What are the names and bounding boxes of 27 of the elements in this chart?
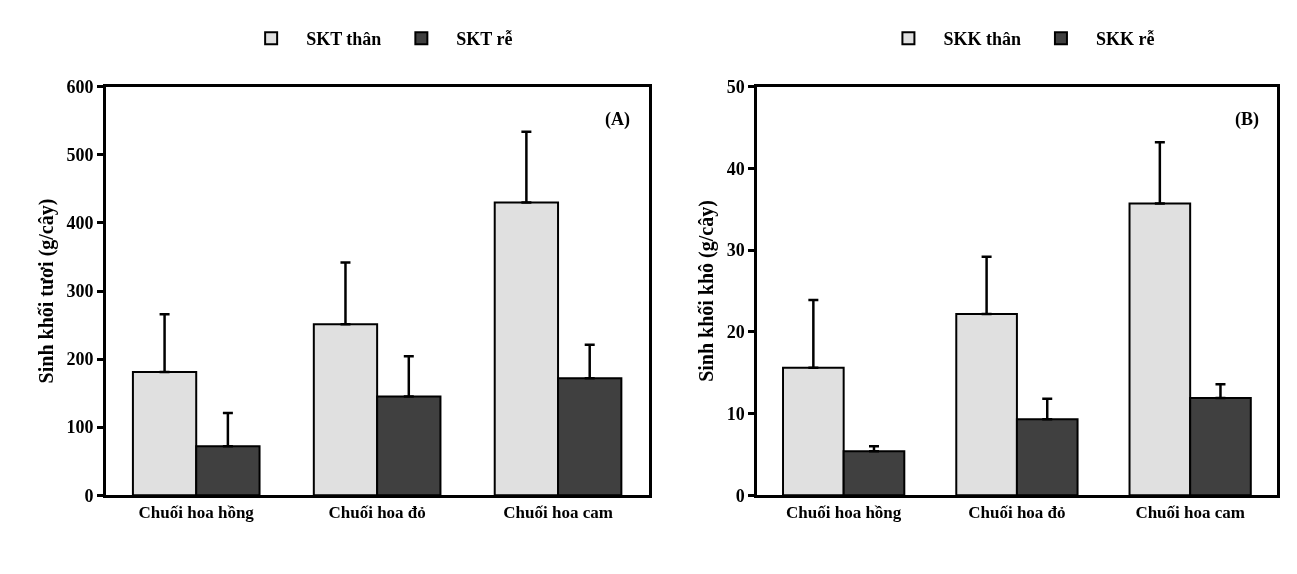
y-tick-label: 20 [726, 322, 745, 343]
y-tick-label: 30 [726, 240, 745, 261]
legend-label: SKT thân [306, 29, 382, 50]
legend-label: SKK thân [943, 29, 1021, 50]
x-tick-label: Chuối hoa đỏ [968, 503, 1066, 523]
y-tick-label: 10 [726, 403, 745, 424]
y-tick-label: 400 [66, 213, 94, 234]
y-tick-label: 200 [66, 349, 94, 370]
annotation: (B) [1235, 109, 1259, 130]
x-tick-label: Chuối hoa hồng [786, 503, 902, 523]
y-axis-title: Sinh khối tươi (g/cây) [34, 198, 58, 384]
y-tick-label: 600 [66, 77, 94, 98]
y-tick-label: 300 [66, 281, 94, 302]
annotation: (A) [605, 109, 630, 130]
y-tick-label: 0 [735, 485, 745, 506]
y-tick-label: 40 [726, 158, 745, 179]
x-tick-label: Chuối hoa hồng [138, 503, 255, 523]
y-axis-title: Sinh khối khô (g/cây) [695, 200, 719, 382]
y-tick-label: 50 [726, 77, 745, 98]
legend-label: SKK rễ [1095, 29, 1155, 50]
x-tick-label: Chuối hoa cam [503, 503, 613, 523]
x-tick-label: Chuối hoa cam [1135, 503, 1245, 523]
y-tick-label: 500 [66, 145, 94, 166]
y-tick-label: 0 [84, 485, 94, 506]
x-tick-label: Chuối hoa đỏ [328, 503, 426, 523]
legend-label: SKT rễ [456, 29, 513, 50]
y-tick-label: 100 [66, 417, 94, 438]
